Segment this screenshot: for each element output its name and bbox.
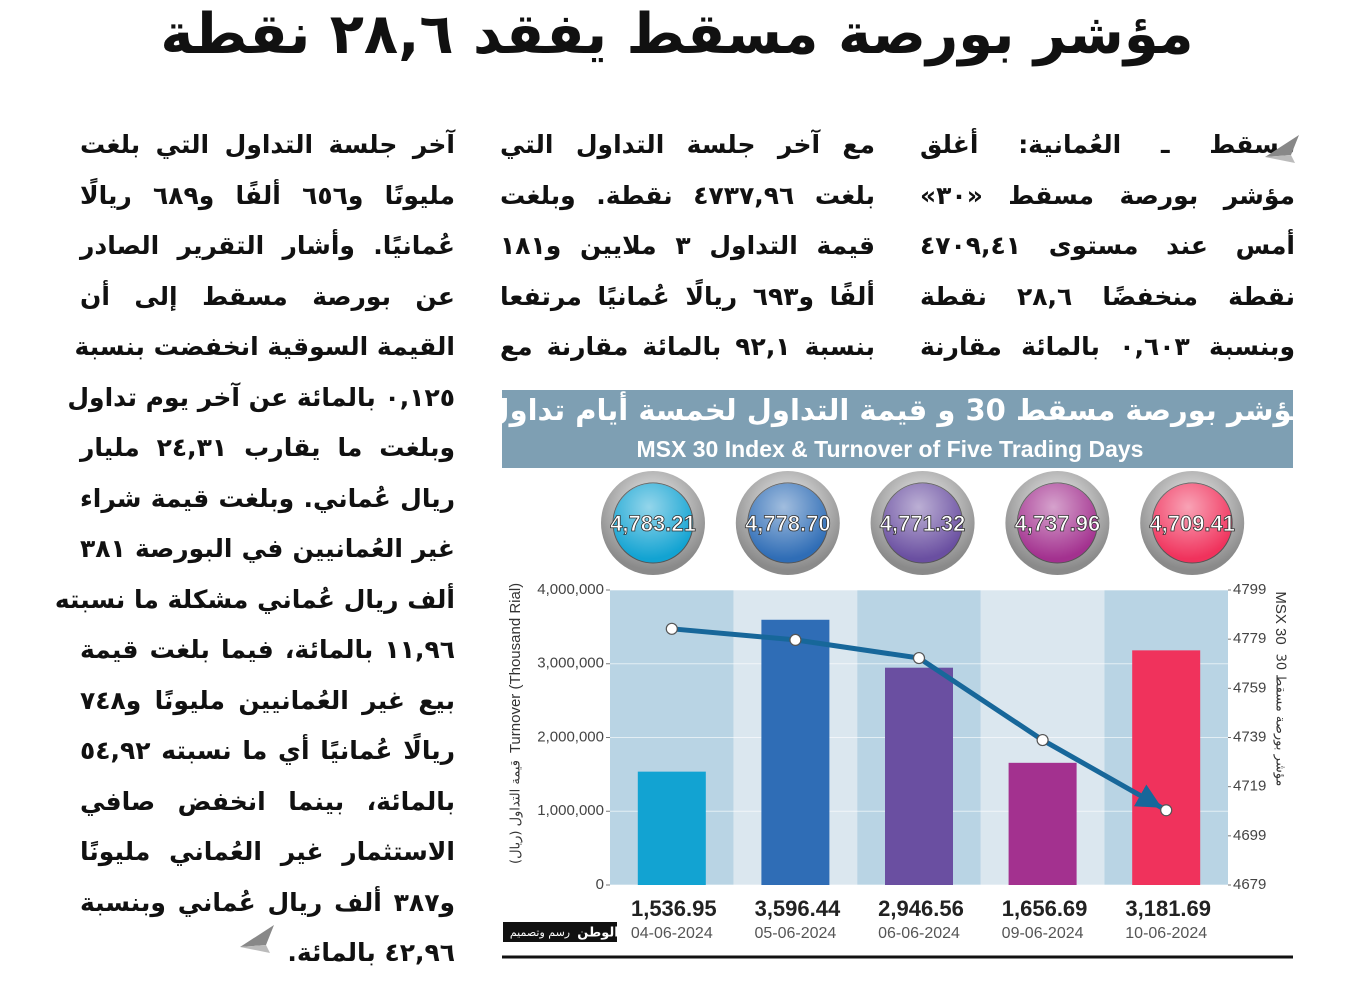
bar (1008, 762, 1077, 885)
text-line: بلغت ٤٧٣٧,٩٦ نقطة. وبلغت (500, 180, 876, 210)
text-line: ١١,٩٦ بالمائة، فيما بلغت قيمة (80, 635, 455, 664)
text-line: القيمة السوقية انخفضت بنسبة (74, 332, 455, 361)
column: آخر جلسة التداول التي بلغت مليونًا و٦٥٦ أ… (54, 120, 456, 979)
text-line: الاستثمار غير العُماني مليونًا (80, 837, 455, 866)
y2-tick-label: 4779 (1233, 630, 1266, 647)
badge-label: 4,778.70 (745, 511, 831, 536)
y2-tick-label: 4759 (1233, 679, 1266, 696)
text-line: مع آخر جلسة التداول التي (500, 130, 875, 159)
text-line: مليونًا و٦٥٦ ألفًا و٦٨٩ ريالًا (80, 180, 455, 210)
badge-label: 4,783.21 (610, 511, 696, 536)
bar-value-label: 3,596.44 (755, 896, 841, 921)
badge-label: 4,771.32 (880, 511, 966, 536)
index-point (789, 633, 802, 647)
badge-shine (882, 483, 963, 563)
index-point (1036, 733, 1049, 747)
bar-value-label: 2,946.56 (878, 896, 964, 921)
y2-tick-label: 4679 (1233, 876, 1266, 893)
text-line: عن بورصة مسقط إلى أن (80, 281, 455, 311)
badge-shine (1017, 483, 1098, 563)
y2-tick-label: 4699 (1233, 827, 1266, 844)
x-tick-label: 05-06-2024 (754, 925, 836, 942)
logo-box (503, 922, 617, 942)
badge-shine (1152, 483, 1233, 563)
text-line: مسقط ـ العُمانية: أغلق (920, 130, 1295, 159)
bar-value-label: 1,536.95 (631, 896, 717, 921)
text-line: ٠,١٢٥ بالمائة عن آخر يوم تداول (67, 382, 455, 412)
credit: رسم وتصميم (510, 926, 570, 939)
text-line: نقطة منخفضًا ٢٨,٦ نقطة (920, 281, 1295, 311)
text-line: بيع غير العُمانيين مليونًا و٧٤٨ (80, 685, 455, 715)
text-line: غير العُمانيين في البورصة ٣٨١ (80, 534, 455, 563)
y2-tick-label: 4739 (1233, 728, 1266, 745)
chart-title: مؤشر بورصة مسقط 30 و قيمة التداول لخمسة … (484, 391, 1309, 427)
y-tick-label: 1,000,000 (537, 802, 604, 819)
index-point (665, 622, 678, 635)
column: مع آخر جلسة التداول التي بلغت ٤٧٣٧,٩٦ نقط… (500, 120, 875, 373)
chart-subtitle: MSX 30 Index & Turnover of Five Trading … (637, 436, 1144, 462)
chart-banner (502, 390, 1293, 468)
text-line: بنسبة ٩٢,١ بالمائة مقارنة مع (500, 332, 875, 361)
text-line: و٣٨٧ ألف ريال عُماني وبنسبة (80, 887, 455, 917)
x-tick-label: 06-06-2024 (878, 925, 960, 942)
logo: الوطن (577, 926, 618, 941)
x-tick-label: 09-06-2024 (1002, 925, 1084, 942)
y-axis-label: قيمة التداول (ريال) (509, 760, 524, 864)
feather-icon (1265, 135, 1299, 163)
text-line: آخر جلسة التداول التي بلغت (80, 130, 455, 159)
text-line: وبلغت ما يقارب ٢٤,٣١ مليار (80, 433, 456, 462)
y2-axis-label: MSX 30 (1272, 591, 1289, 644)
text-line: قيمة التداول ٣ ملايين و١٨١ (500, 231, 876, 260)
index-point (912, 651, 926, 665)
y2-tick-label: 4719 (1233, 778, 1266, 795)
text-line: أمس عند مستوى ٤٧٠٩,٤١ (920, 231, 1295, 260)
text-line: ريال عُماني. وبلغت قيمة شراء (80, 483, 455, 513)
y2-tick-label: 4799 (1233, 581, 1266, 598)
feather-icon (240, 925, 274, 953)
badge-shine (613, 483, 693, 563)
badge-shine (747, 483, 828, 563)
x-tick-label: 10-06-2024 (1125, 925, 1207, 942)
bar-value-label: 3,181.69 (1125, 896, 1211, 921)
badge-label: 4,737.96 (1015, 511, 1101, 536)
y-tick-label: 3,000,000 (537, 655, 604, 672)
bar (1132, 650, 1201, 885)
column: مسقط ـ العُمانية: أغلق مؤشر بورصة مسقط «٣… (920, 120, 1295, 373)
bar-value-label: 1,656.69 (1002, 896, 1088, 921)
y-tick-label: 4,000,000 (537, 581, 604, 598)
text-line: ريالًا عُمانيًا أي ما نسبته ٥٤,٩٢ (80, 736, 455, 765)
text-line: بالمائة، بينما انخفض صافي (80, 786, 455, 816)
text-line: مؤشر بورصة مسقط «٣٠» (920, 180, 1295, 210)
x-tick-label: 04-06-2024 (631, 925, 713, 942)
headline: مؤشر بورصة مسقط يفقد ٢٨,٦ نقطة (160, 2, 1194, 67)
y-axis-label: Turnover (Thousand Rial) (507, 583, 524, 753)
y-tick-label: 2,000,000 (537, 728, 604, 745)
text-line: ألفًا و٦٩٣ ريالًا عُمانيًا مرتفعا (500, 281, 875, 311)
bar (637, 771, 706, 885)
index-point (1160, 804, 1173, 817)
text-line: ٤٢,٩٦ بالمائة. (287, 938, 455, 967)
text-line: عُمانيًا. وأشار التقرير الصادر (80, 231, 455, 260)
y-tick-label: 0 (596, 876, 604, 893)
bar (885, 667, 953, 885)
text-line: وبنسبة ٠,٦٠٣ بالمائة مقارنة (920, 332, 1295, 361)
badge-label: 4,709.41 (1149, 511, 1235, 536)
y2-axis-label: مؤشر بورصة مسقط 30 (1273, 654, 1288, 787)
bar (761, 619, 830, 885)
text-line: ألف ريال عُماني مشكلة ما نسبته (54, 584, 455, 614)
